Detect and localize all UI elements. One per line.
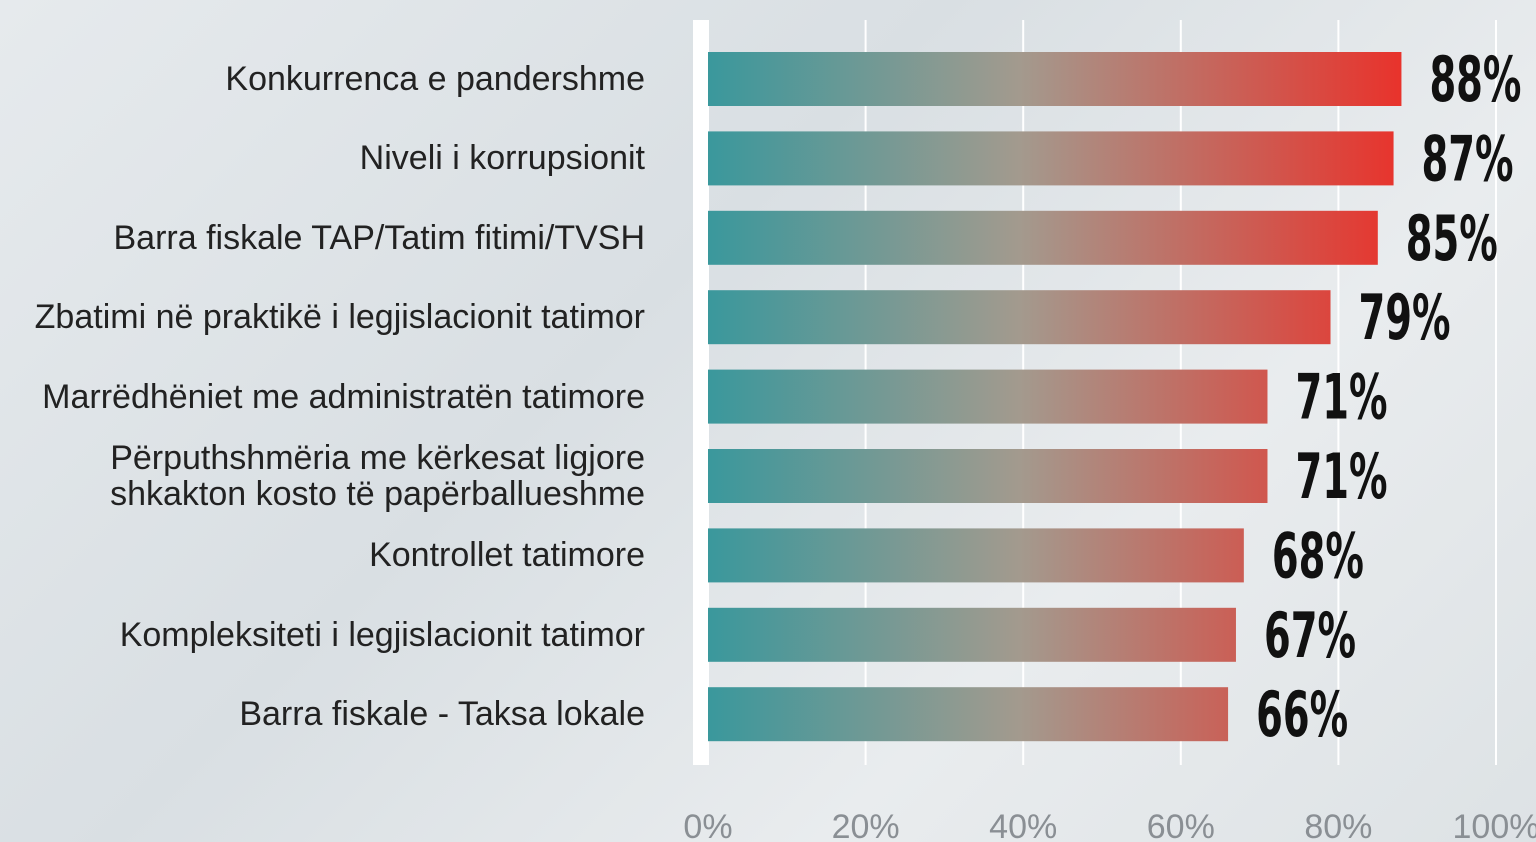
category-label: Marrëdhëniet me administratën tatimore	[42, 377, 645, 416]
x-tick-label: 80%	[1304, 808, 1372, 842]
category-label: Përputhshmëria me kërkesat ligjore shkak…	[110, 439, 645, 513]
bar	[708, 528, 1244, 583]
bar	[708, 131, 1394, 186]
axis-line	[693, 20, 707, 765]
bar	[708, 449, 1268, 503]
x-tick-label: 100%	[1453, 808, 1536, 842]
value-label: 68%	[1272, 519, 1364, 592]
bar	[708, 210, 1378, 265]
category-label: Kontrollet tatimore	[369, 536, 645, 575]
category-label: Konkurrenca e pandershme	[225, 60, 645, 98]
category-label: Barra fiskale TAP/Tatim fitimi/TVSH	[113, 218, 645, 257]
value-label: 79%	[1359, 281, 1451, 354]
value-label: 67%	[1264, 599, 1356, 672]
value-label: 88%	[1429, 43, 1521, 116]
value-label: 71%	[1295, 361, 1387, 434]
x-tick-label: 20%	[832, 808, 900, 842]
value-label: 85%	[1406, 202, 1498, 275]
category-label: Niveli i korrupsionit	[359, 139, 645, 178]
category-label: Barra fiskale - Taksa lokale	[239, 695, 645, 734]
category-label: Zbatimi në praktikë i legjislacionit tat…	[34, 298, 645, 337]
value-label: 66%	[1256, 678, 1348, 751]
x-tick-label: 60%	[1147, 808, 1215, 842]
x-tick-label: 0%	[683, 808, 732, 842]
category-label: Kompleksiteti i legjislacionit tatimor	[119, 615, 645, 654]
bar	[708, 290, 1331, 345]
value-label: 87%	[1422, 122, 1514, 195]
bar	[708, 369, 1268, 424]
x-tick-label: 40%	[989, 808, 1057, 842]
bar	[708, 52, 1402, 106]
value-label: 71%	[1295, 440, 1387, 513]
bar	[708, 607, 1236, 662]
bar	[708, 687, 1229, 742]
